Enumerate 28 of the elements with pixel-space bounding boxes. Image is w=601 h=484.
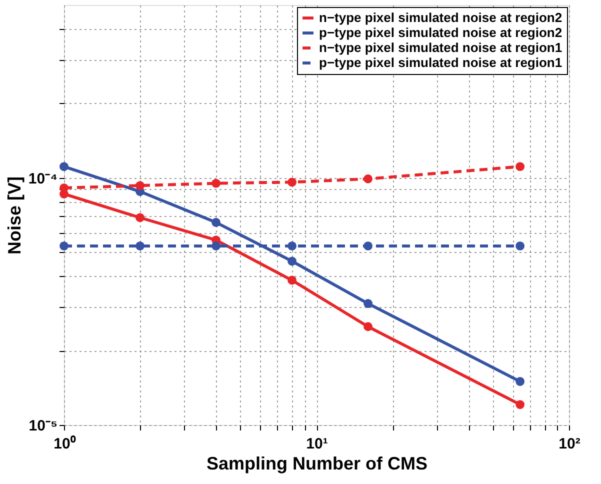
x-tick-label: 10⁰	[54, 434, 76, 452]
point	[288, 241, 296, 250]
point	[364, 322, 373, 332]
y-axis-title: Noise [V]	[4, 176, 24, 255]
point	[136, 241, 144, 250]
point	[60, 183, 68, 192]
point	[212, 178, 220, 188]
legend-label: p−type pixel simulated noise at region2	[319, 25, 562, 40]
point	[60, 162, 68, 172]
point	[288, 276, 296, 285]
y-tick-label: 10⁻⁴	[28, 170, 58, 188]
y-tick-label: 10⁻⁵	[28, 418, 58, 434]
point	[136, 181, 144, 190]
point	[288, 178, 296, 187]
point	[364, 174, 373, 184]
point	[364, 299, 373, 308]
legend-label: n−type pixel simulated noise at region1	[319, 40, 562, 55]
point	[212, 241, 220, 250]
x-tick-label: 10²	[558, 436, 580, 452]
legend-label: p−type pixel simulated noise at region1	[319, 55, 562, 70]
x-tick-label: 10¹	[306, 436, 328, 452]
legend-label: n−type pixel simulated noise at region2	[319, 10, 562, 25]
point	[288, 256, 296, 266]
x-axis-title: Sampling Number of CMS	[206, 454, 428, 474]
point	[212, 218, 220, 227]
point	[364, 241, 373, 250]
point	[136, 213, 144, 222]
point	[60, 241, 68, 250]
